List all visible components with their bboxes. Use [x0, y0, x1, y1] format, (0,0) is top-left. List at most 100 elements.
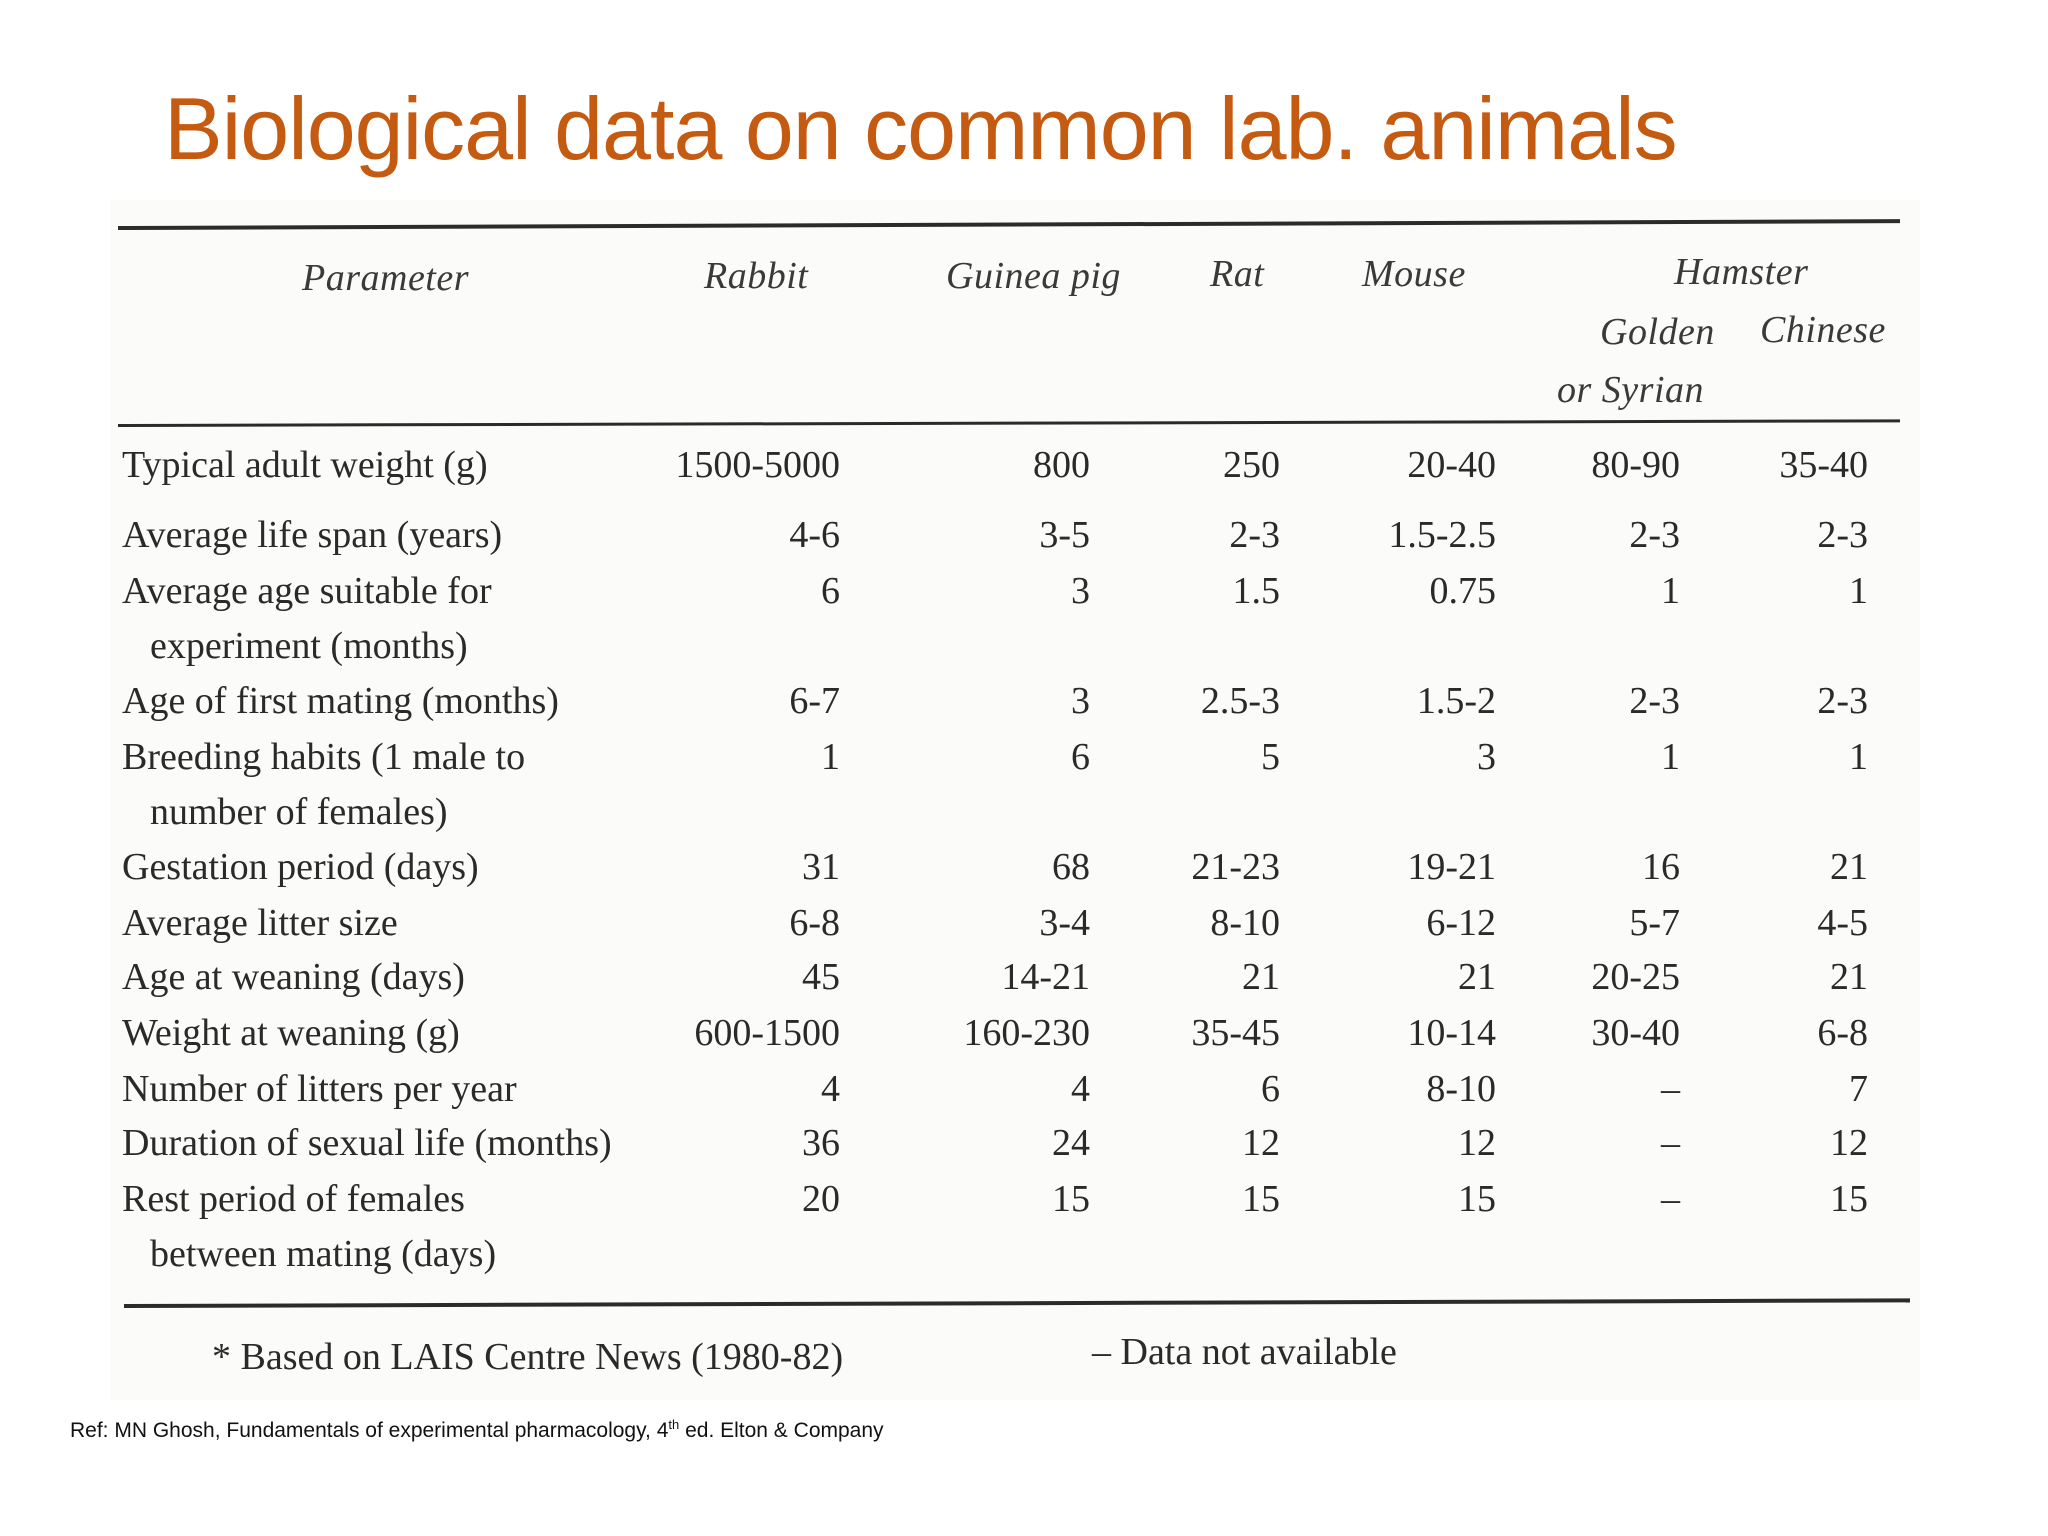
header-golden: Golden: [1600, 311, 1715, 353]
cell-golden-hamster: 2-3: [1629, 514, 1680, 556]
cell-mouse: 6-12: [1426, 902, 1496, 944]
row-label-line1: Age at weaning (days): [122, 956, 465, 998]
cell-golden-hamster: –: [1661, 1122, 1680, 1164]
cell-chinese-hamster: 2-3: [1817, 680, 1868, 722]
cell-chinese-hamster: 21: [1830, 846, 1868, 888]
cell-chinese-hamster: 1: [1849, 570, 1868, 612]
cell-chinese-hamster: 1: [1849, 736, 1868, 778]
cell-chinese-hamster: 2-3: [1817, 514, 1868, 556]
cell-rabbit: 1500-5000: [675, 444, 840, 486]
cell-chinese-hamster: 21: [1830, 956, 1868, 998]
cell-chinese-hamster: 12: [1830, 1122, 1868, 1164]
cell-golden-hamster: 2-3: [1629, 680, 1680, 722]
cell-guinea-pig: 3-4: [1039, 902, 1090, 944]
cell-golden-hamster: 80-90: [1591, 444, 1680, 486]
cell-guinea-pig: 3: [1071, 680, 1090, 722]
footnote-source: * Based on LAIS Centre News (1980-82): [212, 1336, 844, 1378]
row-label-line1: Weight at weaning (g): [122, 1012, 460, 1054]
cell-golden-hamster: 1: [1661, 570, 1680, 612]
cell-guinea-pig: 800: [1033, 444, 1090, 486]
cell-golden-hamster: –: [1661, 1068, 1680, 1110]
row-label: Average life span (years): [122, 508, 502, 563]
cell-rabbit: 1: [821, 736, 840, 778]
cell-rabbit: 31: [802, 846, 840, 888]
cell-mouse: 15: [1458, 1178, 1496, 1220]
row-label: Weight at weaning (g): [122, 1006, 460, 1061]
row-label-line2: number of females): [150, 791, 448, 833]
row-label-line1: Average age suitable for: [122, 570, 492, 612]
cell-mouse: 3: [1477, 736, 1496, 778]
cell-rat: 250: [1223, 444, 1280, 486]
row-label-line1: Number of litters per year: [122, 1068, 517, 1110]
slide-title: Biological data on common lab. animals: [164, 79, 1678, 178]
cell-guinea-pig: 68: [1052, 846, 1090, 888]
cell-rat: 21: [1242, 956, 1280, 998]
cell-guinea-pig: 4: [1071, 1068, 1090, 1110]
cell-guinea-pig: 6: [1071, 736, 1090, 778]
cell-mouse: 19-21: [1407, 846, 1496, 888]
reference-suffix: ed. Elton & Company: [679, 1419, 884, 1442]
row-label-line1: Duration of sexual life (months): [122, 1122, 612, 1164]
cell-mouse: 1.5-2: [1416, 680, 1496, 722]
header-or-syrian: or Syrian: [1557, 369, 1704, 411]
cell-golden-hamster: –: [1661, 1178, 1680, 1220]
header-rabbit: Rabbit: [704, 255, 809, 297]
cell-rat: 15: [1242, 1178, 1280, 1220]
cell-guinea-pig: 24: [1052, 1122, 1090, 1164]
cell-rat: 2-3: [1229, 514, 1280, 556]
cell-mouse: 12: [1458, 1122, 1496, 1164]
cell-guinea-pig: 14-21: [1001, 956, 1090, 998]
cell-guinea-pig: 160-230: [963, 1012, 1090, 1054]
cell-rat: 6: [1261, 1068, 1280, 1110]
row-label-line1: Gestation period (days): [122, 846, 479, 888]
row-label-line1: Average life span (years): [122, 514, 503, 556]
header-mouse: Mouse: [1362, 253, 1466, 295]
row-label: Rest period of females between mating (da…: [122, 1172, 496, 1282]
cell-golden-hamster: 30-40: [1591, 1012, 1680, 1054]
row-label: Age at weaning (days): [122, 950, 465, 1005]
cell-rabbit: 6-8: [789, 902, 840, 944]
row-label: Gestation period (days): [122, 840, 479, 895]
cell-mouse: 20-40: [1407, 444, 1496, 486]
cell-rat: 21-23: [1191, 846, 1280, 888]
row-label-line1: Rest period of females: [122, 1178, 465, 1220]
cell-rat: 5: [1261, 736, 1280, 778]
row-label-line1: Age of first mating (months): [122, 680, 559, 722]
cell-rat: 12: [1242, 1122, 1280, 1164]
header-guinea-pig: Guinea pig: [946, 255, 1121, 297]
cell-rat: 1.5: [1232, 570, 1281, 612]
cell-rabbit: 20: [802, 1178, 840, 1220]
cell-mouse: 0.75: [1429, 570, 1497, 612]
cell-rabbit: 6-7: [789, 680, 840, 722]
cell-golden-hamster: 20-25: [1591, 956, 1680, 998]
cell-rabbit: 6: [821, 570, 840, 612]
cell-guinea-pig: 3-5: [1039, 514, 1090, 556]
row-label: Age of first mating (months): [122, 674, 559, 729]
row-label: Average litter size: [122, 896, 398, 951]
cell-golden-hamster: 5-7: [1629, 902, 1680, 944]
cell-mouse: 8-10: [1426, 1068, 1496, 1110]
cell-chinese-hamster: 6-8: [1817, 1012, 1868, 1054]
cell-chinese-hamster: 35-40: [1779, 444, 1868, 486]
row-label-line2: between mating (days): [150, 1233, 497, 1275]
cell-chinese-hamster: 4-5: [1817, 902, 1868, 944]
header-chinese: Chinese: [1760, 309, 1886, 351]
header-parameter: Parameter: [302, 257, 470, 299]
cell-mouse: 1.5-2.5: [1388, 514, 1496, 556]
row-label: Average age suitable for experiment (mont…: [122, 564, 492, 674]
cell-rabbit: 4-6: [789, 514, 840, 556]
row-label-line2: experiment (months): [150, 625, 468, 667]
cell-golden-hamster: 16: [1642, 846, 1680, 888]
cell-guinea-pig: 15: [1052, 1178, 1090, 1220]
header-rat: Rat: [1210, 253, 1265, 295]
row-label-line1: Breeding habits (1 male to: [122, 736, 526, 778]
cell-rabbit: 36: [802, 1122, 840, 1164]
cell-rabbit: 45: [802, 956, 840, 998]
row-label: Breeding habits (1 male to number of fema…: [122, 730, 525, 840]
cell-guinea-pig: 3: [1071, 570, 1090, 612]
cell-rat: 8-10: [1210, 902, 1280, 944]
row-label: Duration of sexual life (months): [122, 1116, 612, 1171]
cell-mouse: 10-14: [1407, 1012, 1496, 1054]
scanned-table-background: [110, 200, 1920, 1400]
cell-rat: 2.5-3: [1200, 680, 1280, 722]
